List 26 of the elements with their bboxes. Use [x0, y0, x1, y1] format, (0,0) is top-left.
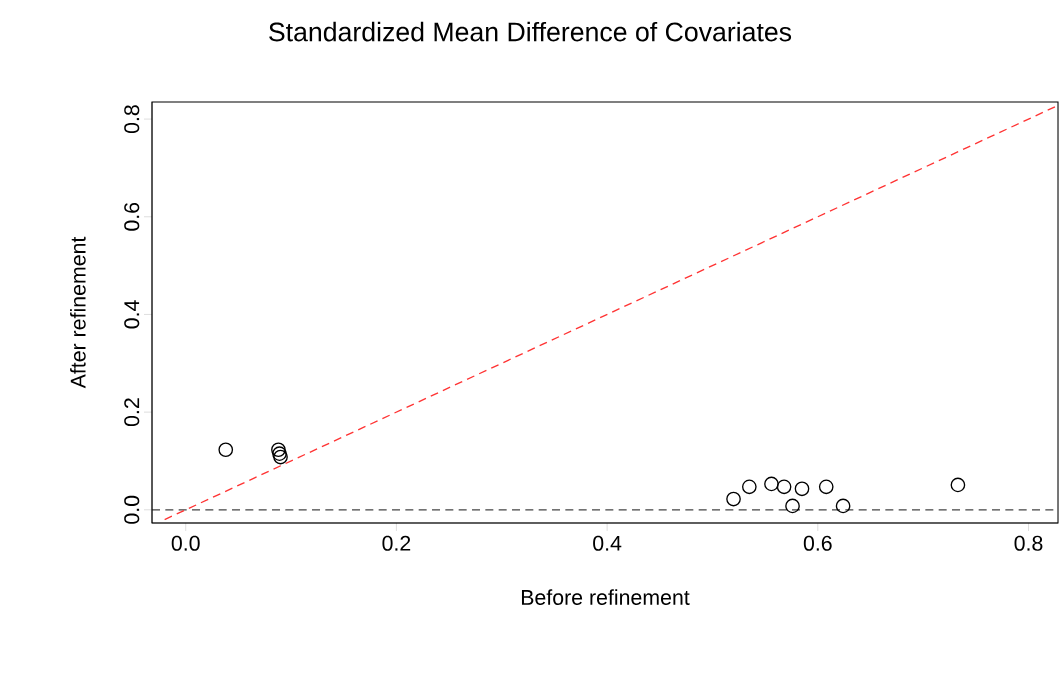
y-tick-label: 0.6: [124, 202, 140, 231]
point: [794, 481, 810, 497]
y-tick-label: 0.8: [124, 105, 140, 134]
point: [785, 498, 800, 514]
x-axis-title: Before refinement: [521, 589, 690, 605]
x-tick-label: 0.6: [803, 535, 832, 551]
point: [818, 479, 834, 495]
point: [742, 479, 757, 495]
point: [726, 491, 741, 507]
point: [835, 498, 851, 514]
y-tick-label: 0.4: [124, 300, 140, 329]
x-tick-label: 0.4: [593, 535, 622, 551]
x-tick-label: 0.0: [171, 535, 200, 551]
chart-title: Standardized Mean Difference of Covariates: [269, 21, 792, 42]
point: [950, 477, 966, 493]
point: [271, 442, 286, 458]
y-tick-label: 0.0: [124, 495, 140, 524]
x-tick-label: 0.8: [1014, 535, 1043, 551]
point: [776, 479, 792, 495]
y-axis-title: After refinement: [70, 236, 86, 389]
y-tick-label: 0.2: [124, 398, 140, 427]
point: [273, 449, 288, 465]
point: [764, 476, 779, 492]
point: [272, 446, 287, 461]
point: [218, 442, 234, 458]
x-tick-label: 0.2: [382, 535, 411, 551]
